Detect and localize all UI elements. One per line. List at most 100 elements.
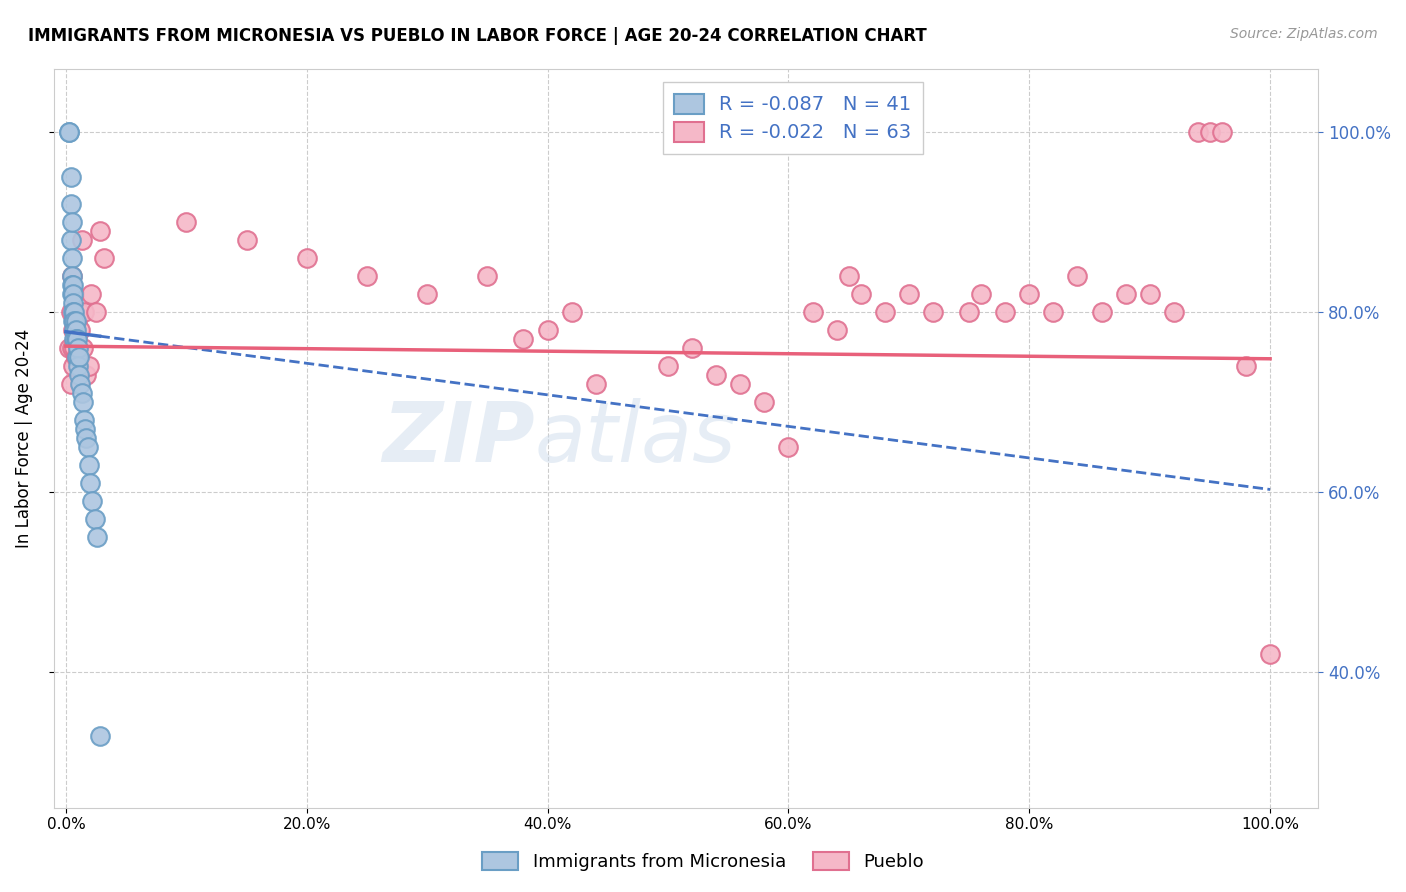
Point xyxy=(89,224,111,238)
Point xyxy=(59,305,82,319)
Point xyxy=(63,314,86,328)
Text: Source: ZipAtlas.com: Source: ZipAtlas.com xyxy=(1230,27,1378,41)
Point xyxy=(1234,359,1257,373)
Point xyxy=(84,305,107,319)
Text: ZIP: ZIP xyxy=(381,398,534,479)
Point xyxy=(60,341,83,355)
Point xyxy=(356,268,378,283)
Point xyxy=(1258,648,1281,662)
Point xyxy=(66,341,89,355)
Point xyxy=(60,286,83,301)
Point xyxy=(62,286,84,301)
Point xyxy=(58,125,80,139)
Point xyxy=(58,341,80,355)
Point xyxy=(994,305,1017,319)
Point xyxy=(235,233,257,247)
Point xyxy=(1090,305,1112,319)
Point xyxy=(512,332,534,346)
Point xyxy=(75,422,97,436)
Point xyxy=(70,233,93,247)
Point xyxy=(63,323,86,337)
Point xyxy=(73,305,96,319)
Point xyxy=(73,413,96,427)
Point xyxy=(76,440,98,454)
Point xyxy=(83,512,105,526)
Point xyxy=(67,350,90,364)
Point xyxy=(838,268,860,283)
Point xyxy=(585,377,607,392)
Point xyxy=(59,196,82,211)
Point xyxy=(754,395,776,409)
Point xyxy=(704,368,727,382)
Point xyxy=(1211,125,1233,139)
Point xyxy=(63,286,86,301)
Point xyxy=(1199,125,1222,139)
Point xyxy=(897,286,920,301)
Point xyxy=(176,215,198,229)
Point xyxy=(295,251,318,265)
Text: IMMIGRANTS FROM MICRONESIA VS PUEBLO IN LABOR FORCE | AGE 20-24 CORRELATION CHAR: IMMIGRANTS FROM MICRONESIA VS PUEBLO IN … xyxy=(28,27,927,45)
Legend: Immigrants from Micronesia, Pueblo: Immigrants from Micronesia, Pueblo xyxy=(475,845,931,879)
Point xyxy=(77,359,100,373)
Point xyxy=(60,251,83,265)
Point xyxy=(63,332,86,346)
Point xyxy=(1187,125,1209,139)
Point xyxy=(1139,286,1161,301)
Point xyxy=(72,341,94,355)
Point xyxy=(416,286,439,301)
Point xyxy=(65,332,87,346)
Point xyxy=(801,305,824,319)
Y-axis label: In Labor Force | Age 20-24: In Labor Force | Age 20-24 xyxy=(15,328,32,548)
Point xyxy=(66,332,89,346)
Point xyxy=(477,268,499,283)
Point xyxy=(89,729,111,743)
Point xyxy=(778,440,800,454)
Point xyxy=(58,125,80,139)
Point xyxy=(62,359,84,373)
Point xyxy=(1018,286,1040,301)
Point xyxy=(922,305,945,319)
Point xyxy=(657,359,679,373)
Point xyxy=(60,268,83,283)
Point xyxy=(65,305,87,319)
Point xyxy=(59,233,82,247)
Point xyxy=(69,323,91,337)
Point xyxy=(60,268,83,283)
Legend: R = -0.087   N = 41, R = -0.022   N = 63: R = -0.087 N = 41, R = -0.022 N = 63 xyxy=(662,82,922,154)
Point xyxy=(67,305,90,319)
Point xyxy=(59,169,82,184)
Point xyxy=(66,359,89,373)
Point xyxy=(79,476,101,491)
Point xyxy=(970,286,993,301)
Point xyxy=(728,377,751,392)
Point xyxy=(70,386,93,401)
Point xyxy=(65,350,87,364)
Point xyxy=(62,277,84,292)
Point xyxy=(536,323,558,337)
Point xyxy=(825,323,848,337)
Point xyxy=(66,332,89,346)
Point xyxy=(561,305,583,319)
Point xyxy=(93,251,115,265)
Point xyxy=(69,377,91,392)
Point xyxy=(873,305,896,319)
Point xyxy=(62,296,84,310)
Point xyxy=(1066,268,1088,283)
Point xyxy=(75,431,97,445)
Point xyxy=(63,341,86,355)
Point xyxy=(957,305,980,319)
Point xyxy=(1042,305,1064,319)
Point xyxy=(66,314,89,328)
Point xyxy=(75,368,97,382)
Point xyxy=(59,377,82,392)
Point xyxy=(65,323,87,337)
Point xyxy=(66,350,89,364)
Point xyxy=(62,305,84,319)
Point xyxy=(72,395,94,409)
Point xyxy=(60,277,83,292)
Point xyxy=(82,494,104,508)
Point xyxy=(80,286,103,301)
Point xyxy=(65,314,87,328)
Point xyxy=(1115,286,1137,301)
Point xyxy=(66,341,89,355)
